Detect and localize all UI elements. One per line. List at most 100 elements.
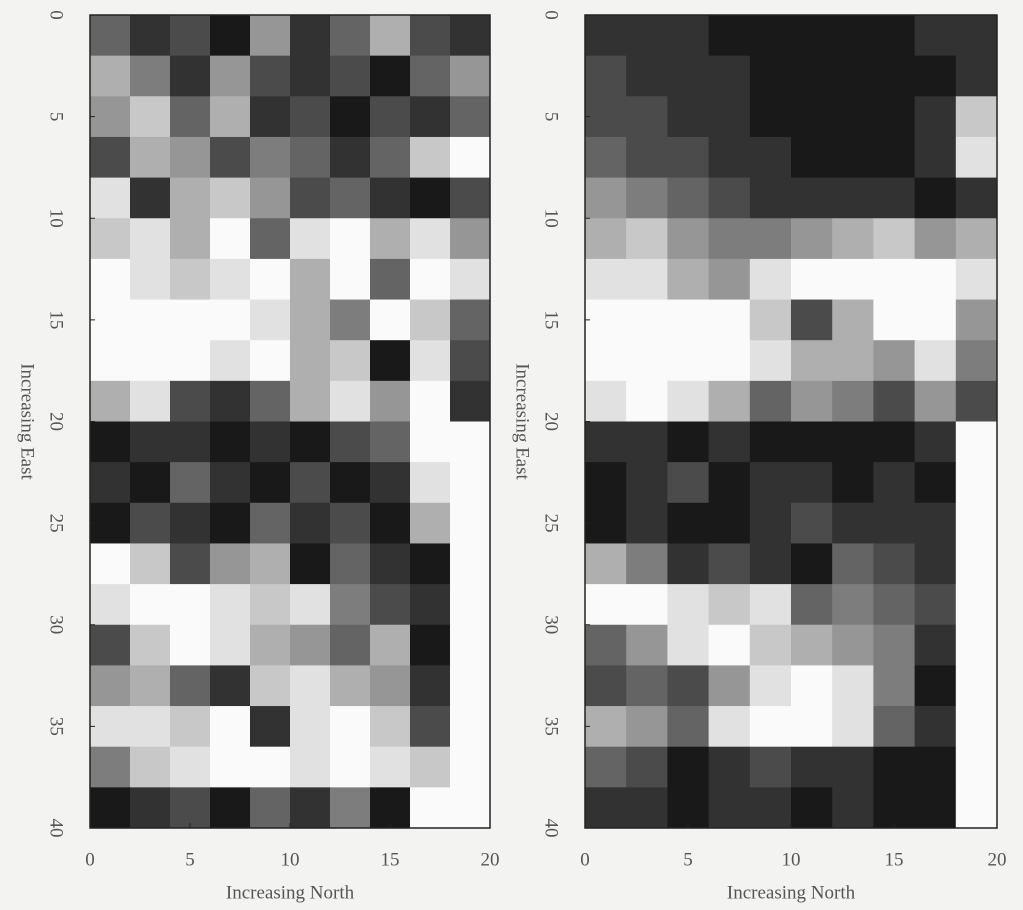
- heat-cell: [330, 502, 371, 544]
- heat-cell: [90, 624, 131, 666]
- heat-cell: [626, 584, 668, 626]
- heat-cell: [210, 96, 251, 138]
- heat-cell: [873, 177, 916, 219]
- heat-cell: [170, 543, 211, 585]
- heat-cell: [914, 584, 957, 626]
- heat-cell: [330, 584, 371, 626]
- heat-cell: [832, 706, 874, 748]
- heat-cell: [210, 55, 251, 97]
- heat-cell: [410, 96, 451, 138]
- heat-cell: [791, 55, 833, 97]
- heat-cell: [370, 177, 411, 219]
- heat-cell: [90, 136, 131, 179]
- heat-cell: [450, 15, 491, 57]
- heat-cell: [410, 218, 451, 260]
- heat-cell: [290, 218, 331, 260]
- heat-cell: [667, 340, 710, 382]
- heat-cell: [170, 462, 211, 504]
- heat-cell: [450, 421, 491, 463]
- heat-cell: [708, 502, 751, 544]
- heat-cell: [210, 584, 251, 626]
- heat-cell: [914, 15, 957, 57]
- heat-cell: [791, 543, 833, 585]
- heat-cell: [210, 380, 251, 422]
- heat-cell: [370, 584, 411, 626]
- heat-cell: [170, 136, 211, 179]
- heat-cell: [290, 258, 331, 301]
- heat-cell: [410, 462, 451, 504]
- heat-cell: [914, 624, 957, 666]
- heat-cell: [708, 136, 751, 179]
- heat-cell: [708, 299, 751, 341]
- heat-cell: [585, 15, 627, 57]
- heat-cell: [90, 584, 131, 626]
- heat-cell: [250, 258, 291, 301]
- heat-cell: [210, 746, 251, 788]
- heat-cell: [626, 15, 668, 57]
- heat-cell: [749, 462, 792, 504]
- heat-cell: [708, 177, 751, 219]
- heat-cell: [791, 177, 833, 219]
- heat-cell: [170, 584, 211, 626]
- heat-cell: [290, 706, 331, 748]
- heat-cell: [130, 380, 171, 422]
- heat-cell: [667, 462, 710, 504]
- heat-cell: [130, 258, 171, 301]
- heat-cell: [749, 380, 792, 422]
- heat-cell: [832, 584, 874, 626]
- heat-cell: [873, 624, 916, 666]
- heat-cell: [585, 787, 627, 829]
- heat-cell: [832, 218, 874, 260]
- heat-cell: [791, 299, 833, 341]
- heat-cell: [290, 177, 331, 219]
- heat-cell: [250, 15, 291, 57]
- heat-cell: [330, 177, 371, 219]
- heat-cell: [330, 96, 371, 138]
- heat-cell: [90, 299, 131, 341]
- heat-cell: [170, 218, 211, 260]
- heat-cell: [585, 421, 627, 463]
- heat-cell: [130, 746, 171, 788]
- heat-cell: [170, 787, 211, 829]
- heat-cell: [210, 258, 251, 301]
- heat-cell: [450, 340, 491, 382]
- heat-cell: [130, 421, 171, 463]
- heat-cell: [410, 258, 451, 301]
- heat-cell: [708, 706, 751, 748]
- heat-cell: [370, 340, 411, 382]
- heat-cell: [290, 624, 331, 666]
- heat-cell: [667, 543, 710, 585]
- heat-cell: [90, 665, 131, 707]
- heat-cell: [130, 665, 171, 707]
- heat-cell: [749, 218, 792, 260]
- heat-cell: [170, 299, 211, 341]
- heat-cell: [330, 706, 371, 748]
- y-tick-label: 40: [541, 819, 562, 838]
- heat-cell: [791, 665, 833, 707]
- heat-cell: [708, 15, 751, 57]
- heat-cell: [170, 96, 211, 138]
- heat-cell: [210, 136, 251, 179]
- heat-cell: [370, 299, 411, 341]
- heat-cell: [370, 421, 411, 463]
- heat-cell: [914, 136, 957, 179]
- heat-cell: [626, 624, 668, 666]
- heat-cell: [708, 218, 751, 260]
- heat-cell: [450, 624, 491, 666]
- heat-cell: [250, 462, 291, 504]
- heat-cell: [708, 421, 751, 463]
- heat-cell: [370, 706, 411, 748]
- heat-cell: [330, 299, 371, 341]
- x-tick-label: 15: [885, 849, 904, 870]
- heat-cell: [130, 462, 171, 504]
- heat-cell: [749, 136, 792, 179]
- heat-cell: [832, 421, 874, 463]
- heat-cell: [626, 462, 668, 504]
- heat-cell: [130, 543, 171, 585]
- heat-cell: [250, 746, 291, 788]
- heat-cell: [210, 15, 251, 57]
- heat-cell: [290, 746, 331, 788]
- heat-cell: [832, 340, 874, 382]
